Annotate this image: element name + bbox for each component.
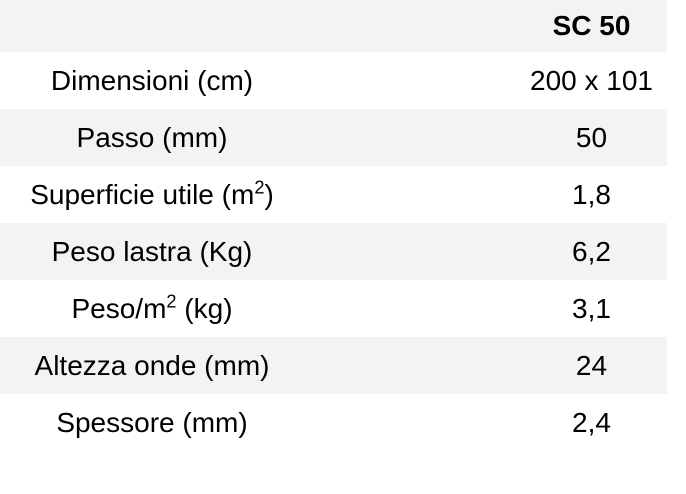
row-label-text: Superficie utile (m	[30, 178, 255, 210]
table-row-passo: Passo (mm) 50	[0, 109, 667, 166]
table-row-superficie: Superficie utile (m2) 1,8	[0, 166, 667, 223]
row-spacer	[304, 280, 516, 337]
row-label-text: Altezza onde (mm)	[34, 349, 270, 381]
row-label: Dimensioni (cm)	[0, 52, 304, 109]
table-row-altezza-onde: Altezza onde (mm) 24	[0, 337, 667, 394]
row-label-text: Peso lastra (Kg)	[51, 235, 253, 267]
table-row-peso-lastra: Peso lastra (Kg) 6,2	[0, 223, 667, 280]
row-label: Altezza onde (mm)	[0, 337, 304, 394]
spec-table: SC 50 Dimensioni (cm) 200 x 101 Passo (m…	[0, 0, 667, 451]
row-label-text: Peso/m	[71, 292, 167, 324]
row-label-superscript: 2	[254, 177, 265, 198]
row-label-suffix: (kg)	[176, 292, 233, 324]
row-spacer	[304, 223, 516, 280]
table-row-dimensioni: Dimensioni (cm) 200 x 101	[0, 52, 667, 109]
row-spacer	[304, 109, 516, 166]
row-value: 1,8	[572, 178, 611, 210]
row-value: 6,2	[572, 235, 611, 267]
row-label-text: Spessore (mm)	[56, 406, 248, 438]
row-label: Peso/m2 (kg)	[0, 280, 304, 337]
header-label-cell	[0, 0, 304, 52]
row-label-text: Passo (mm)	[76, 121, 228, 153]
row-label: Peso lastra (Kg)	[0, 223, 304, 280]
row-label: Superficie utile (m2)	[0, 166, 304, 223]
row-spacer	[304, 52, 516, 109]
row-value: 50	[575, 121, 608, 153]
row-label-superscript: 2	[166, 291, 177, 312]
table-row-spessore: Spessore (mm) 2,4	[0, 394, 667, 451]
row-value: 2,4	[572, 406, 611, 438]
header-sc50: SC 50	[552, 10, 631, 41]
header-spacer-cell	[304, 0, 516, 52]
row-value: 200 x 101	[530, 64, 653, 96]
row-spacer	[304, 394, 516, 451]
row-label: Spessore (mm)	[0, 394, 304, 451]
table-row-peso-m2: Peso/m2 (kg) 3,1	[0, 280, 667, 337]
row-value: 24	[575, 349, 608, 381]
row-label-text: Dimensioni (cm)	[50, 64, 254, 96]
table-header-row: SC 50	[0, 0, 667, 52]
row-spacer	[304, 166, 516, 223]
row-label-suffix: )	[264, 178, 274, 210]
row-value: 3,1	[572, 292, 611, 324]
row-label: Passo (mm)	[0, 109, 304, 166]
row-spacer	[304, 337, 516, 394]
